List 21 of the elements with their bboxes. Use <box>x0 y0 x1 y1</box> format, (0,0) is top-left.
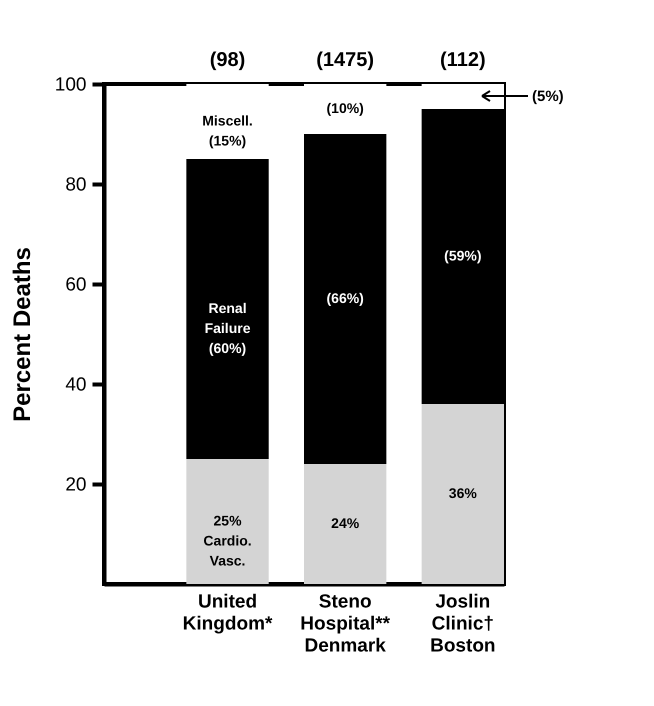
annotation: (1475) <box>316 49 374 71</box>
data-label: (10%) <box>326 100 364 116</box>
data-label: (59%) <box>444 248 482 264</box>
x-tick-label: Joslin Clinic† Boston <box>430 592 496 656</box>
annotation: (98) <box>210 49 246 71</box>
data-label: Miscell. (15%) <box>202 112 253 148</box>
y-tick-label: 20 <box>65 474 86 496</box>
data-label: 36% <box>448 485 478 501</box>
data-label: (66%) <box>326 290 364 306</box>
x-tick-label: Steno Hospital** Denmark <box>300 592 391 656</box>
x-tick-label: United Kingdom* <box>182 592 273 634</box>
data-label: 24% <box>331 515 360 531</box>
y-tick-label: 100 <box>54 74 86 96</box>
data-label: 25% Cardio. Vasc. <box>203 512 252 568</box>
y-axis-title: Percent Deaths <box>8 247 36 422</box>
y-tick-label: 80 <box>65 174 86 196</box>
annotation: (112) <box>440 49 486 71</box>
text: (5%) <box>532 88 564 105</box>
data-label: Renal Failure (60%) <box>204 300 251 356</box>
y-tick-label: 40 <box>65 374 86 396</box>
y-tick-label: 60 <box>65 274 86 296</box>
